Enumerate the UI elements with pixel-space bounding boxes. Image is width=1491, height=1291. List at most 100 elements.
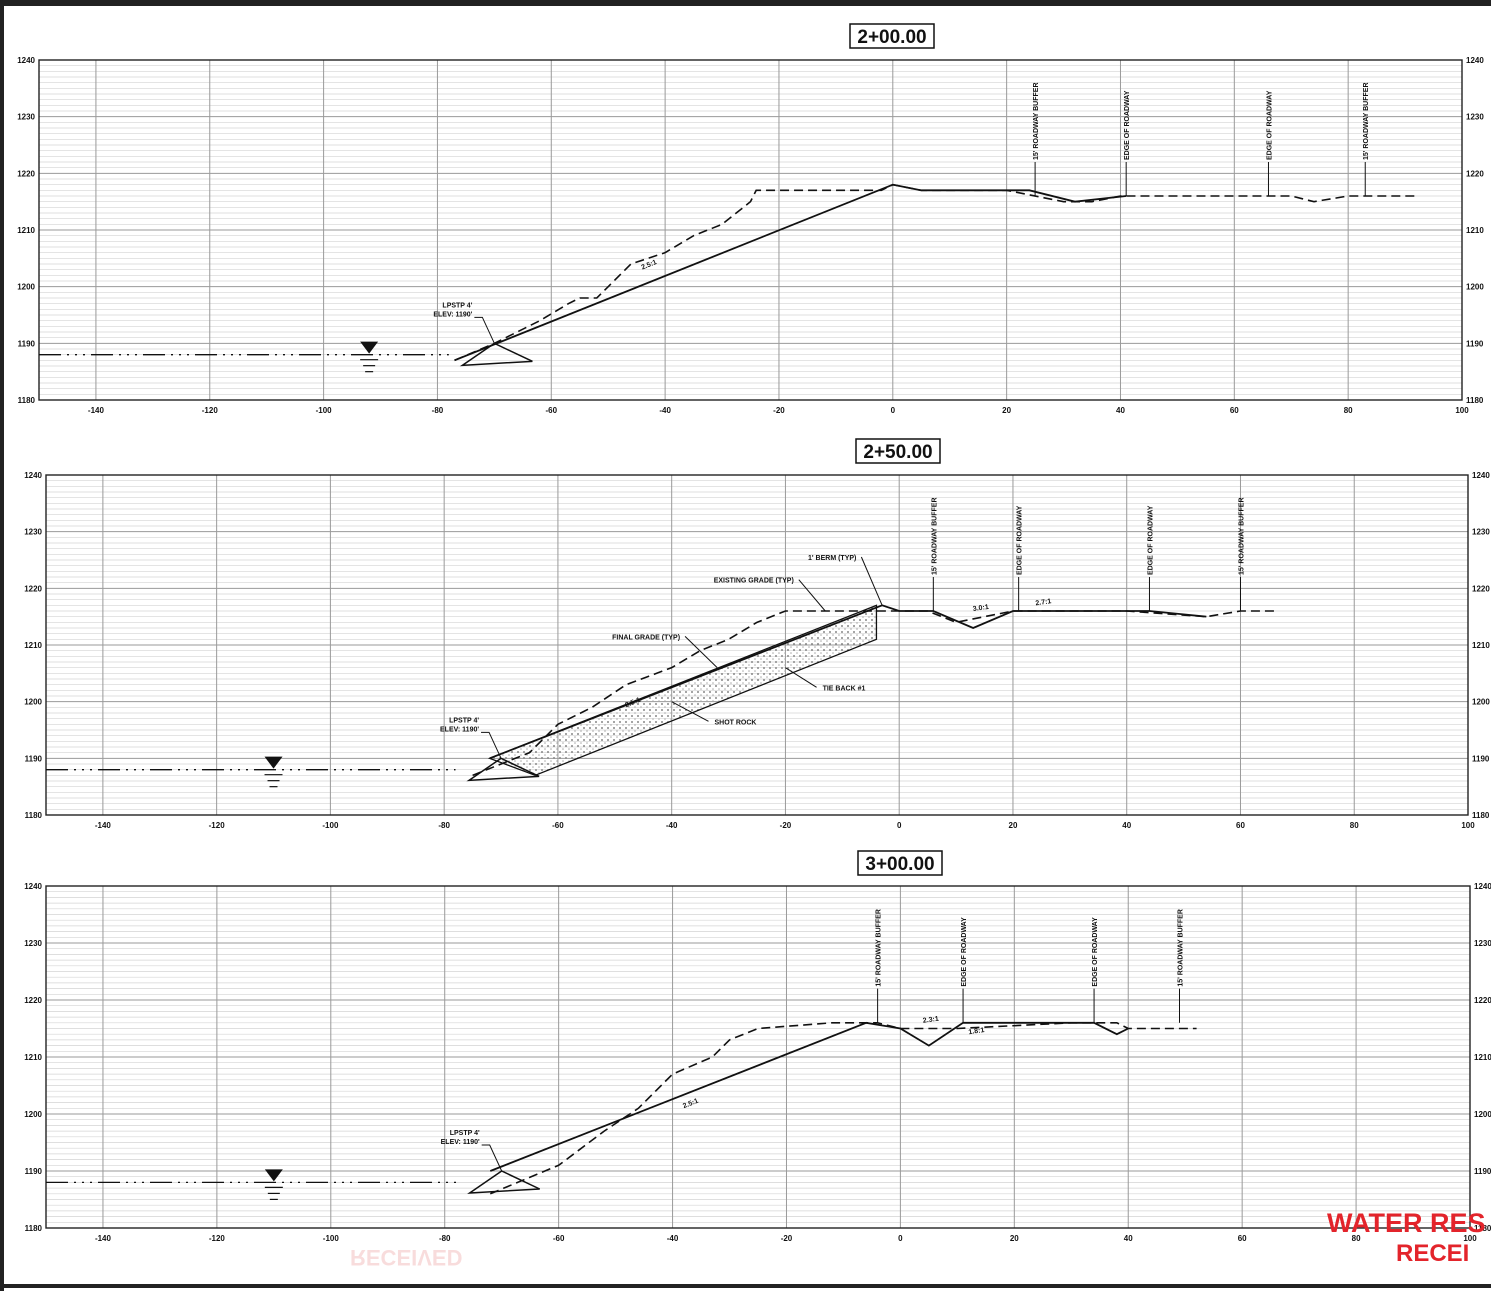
x-tick-label: -80 [432, 406, 444, 415]
y-tick-label-right: 1210 [1472, 641, 1490, 650]
y-tick-label: 1180 [18, 396, 36, 405]
existing-grade-line [454, 183, 1417, 362]
x-tick-label: 80 [1350, 821, 1359, 830]
callout-label: 15' ROADWAY BUFFER [1238, 497, 1245, 575]
y-tick-label: 1210 [24, 641, 42, 650]
lpstp-leader [481, 1144, 503, 1172]
note-label: FINAL GRADE (TYP) [612, 634, 680, 641]
lpstp-triangle [466, 757, 540, 782]
y-tick-label-right: 1220 [1474, 996, 1491, 1005]
y-tick-label-right: 1180 [1466, 396, 1484, 405]
y-tick-label-right: 1200 [1472, 698, 1490, 707]
y-tick-label: 1210 [24, 1053, 42, 1062]
section-1: 2+00.00 1240 1240 1230 1230 1220 1220 1210 1210 1… [17, 23, 1484, 415]
y-tick-label: 1190 [25, 1167, 43, 1176]
received-stamp: WATER RES RECEI [1322, 1208, 1491, 1288]
y-tick-label: 1190 [18, 339, 36, 348]
x-tick-label: 40 [1122, 821, 1131, 830]
x-tick-label: 100 [1463, 1234, 1477, 1243]
y-tick-label-right: 1230 [1466, 113, 1484, 122]
y-tick-label: 1210 [17, 226, 35, 235]
callout-label: 15' ROADWAY BUFFER [931, 497, 938, 575]
x-tick-label: -60 [553, 1234, 565, 1243]
callout-label: 15' ROADWAY BUFFER [876, 909, 883, 987]
section-title: 3+00.00 [865, 854, 934, 875]
y-tick-label: 1230 [24, 939, 42, 948]
note-leader [798, 579, 826, 612]
x-tick-label: -20 [780, 821, 792, 830]
lpstp-leader [481, 731, 502, 759]
section-frame [45, 885, 1471, 1229]
callout-label: 15' ROADWAY BUFFER [1033, 82, 1040, 160]
callout-label: 15' ROADWAY BUFFER [1178, 909, 1185, 987]
x-tick-label: 60 [1236, 821, 1245, 830]
y-tick-label: 1200 [24, 1110, 42, 1119]
x-tick-label: 0 [897, 821, 902, 830]
y-tick-label-right: 1200 [1474, 1110, 1491, 1119]
x-tick-label: 0 [891, 406, 896, 415]
y-tick-label: 1220 [17, 169, 35, 178]
y-tick-label: 1190 [25, 754, 43, 763]
final-grade-line [489, 1021, 1129, 1172]
y-tick-label-right: 1240 [1474, 882, 1491, 891]
slope-label: 3.0:1 [972, 604, 989, 613]
y-tick-label: 1200 [24, 698, 42, 707]
x-tick-label: 60 [1230, 406, 1239, 415]
y-tick-label: 1240 [24, 471, 42, 480]
callout-label: EDGE OF ROADWAY [1017, 505, 1024, 575]
sheet-border-bottom [0, 1284, 1491, 1288]
note-leader [671, 701, 709, 722]
lpstp-label: LPSTP 4' [450, 1130, 480, 1137]
y-tick-label-right: 1210 [1474, 1053, 1491, 1062]
y-tick-label-right: 1190 [1472, 754, 1490, 763]
y-tick-label: 1220 [24, 584, 42, 593]
x-tick-label: -60 [545, 406, 557, 415]
y-tick-label-right: 1230 [1474, 939, 1491, 948]
x-tick-label: -120 [209, 1234, 226, 1243]
y-tick-label: 1240 [24, 882, 42, 891]
lpstp-elev-label: ELEV: 1190' [433, 311, 472, 318]
section-title-box [849, 23, 935, 49]
y-tick-label-right: 1240 [1466, 56, 1484, 65]
shot-rock-band [487, 604, 878, 777]
section-2: 2+50.00 1240 1240 1230 1230 1220 1220 1210 1210 1… [24, 438, 1490, 830]
x-tick-label: 100 [1455, 406, 1469, 415]
y-tick-label: 1180 [25, 1224, 43, 1233]
x-tick-label: -40 [667, 1234, 679, 1243]
y-tick-label: 1230 [24, 528, 42, 537]
x-tick-label: -100 [323, 1234, 340, 1243]
x-tick-label: -120 [209, 821, 226, 830]
callout-label: EDGE OF ROADWAY [1266, 90, 1273, 160]
note-label: SHOT ROCK [714, 719, 756, 726]
x-tick-label: -140 [95, 1234, 112, 1243]
stamp-line-1: WATER RES [1327, 1208, 1486, 1238]
x-tick-label: 20 [1002, 406, 1011, 415]
lpstp-label: LPSTP 4' [449, 717, 479, 724]
y-tick-label: 1240 [17, 56, 35, 65]
x-tick-label: 20 [1010, 1234, 1019, 1243]
callout-label: EDGE OF ROADWAY [1147, 505, 1154, 575]
y-tick-label-right: 1220 [1472, 584, 1490, 593]
x-tick-label: 20 [1009, 821, 1018, 830]
y-tick-label-right: 1210 [1466, 226, 1484, 235]
section-title-box [857, 850, 943, 876]
y-tick-label: 1180 [25, 811, 43, 820]
section-frame [45, 474, 1469, 816]
callout-label: 15' ROADWAY BUFFER [1363, 82, 1370, 160]
y-tick-label-right: 1180 [1474, 1224, 1491, 1233]
water-level-symbol [264, 756, 283, 769]
slope-label: 2.3:1 [922, 1016, 939, 1025]
section-title: 2+00.00 [857, 27, 926, 48]
y-tick-label: 1200 [17, 283, 35, 292]
callout-label: EDGE OF ROADWAY [1124, 90, 1131, 160]
x-tick-label: -40 [666, 821, 678, 830]
note-label: EXISTING GRADE (TYP) [714, 578, 794, 585]
callout-label: EDGE OF ROADWAY [1092, 917, 1099, 987]
note-label: 1' BERM (TYP) [808, 555, 856, 562]
y-tick-label: 1230 [17, 113, 35, 122]
lpstp-elev-label: ELEV: 1190' [440, 726, 479, 733]
note-leader [684, 635, 718, 669]
water-level-symbol [264, 1169, 283, 1182]
